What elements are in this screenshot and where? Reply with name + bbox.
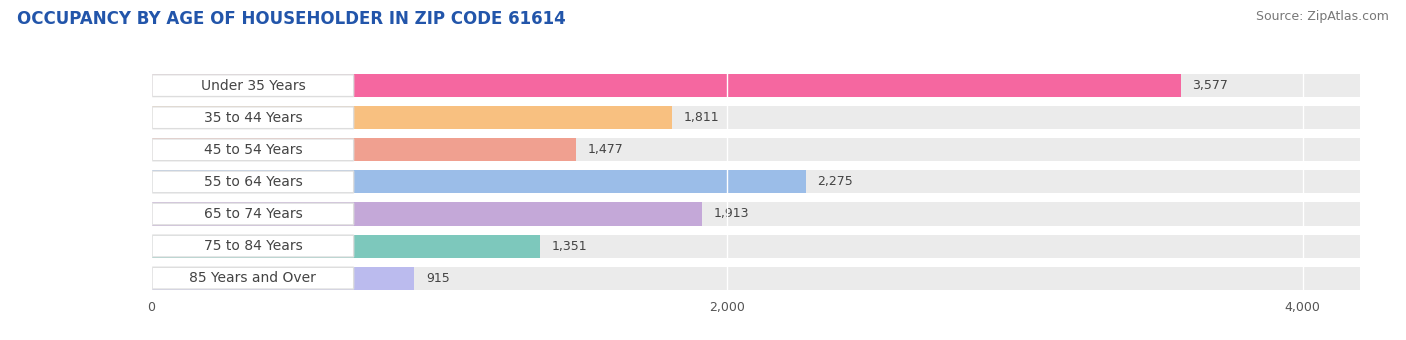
- Bar: [150, 106, 1361, 129]
- Text: Source: ZipAtlas.com: Source: ZipAtlas.com: [1256, 10, 1389, 23]
- Text: OCCUPANCY BY AGE OF HOUSEHOLDER IN ZIP CODE 61614: OCCUPANCY BY AGE OF HOUSEHOLDER IN ZIP C…: [17, 10, 565, 28]
- FancyBboxPatch shape: [152, 139, 354, 161]
- Text: 35 to 44 Years: 35 to 44 Years: [204, 111, 302, 125]
- Bar: [150, 74, 1361, 97]
- Bar: [150, 74, 1181, 97]
- FancyBboxPatch shape: [152, 107, 354, 129]
- Bar: [150, 170, 1361, 193]
- FancyBboxPatch shape: [152, 171, 354, 193]
- Text: 915: 915: [426, 272, 450, 285]
- Bar: [150, 138, 1361, 162]
- Text: Under 35 Years: Under 35 Years: [201, 79, 305, 92]
- Bar: [150, 267, 415, 290]
- Text: 55 to 64 Years: 55 to 64 Years: [204, 175, 302, 189]
- Bar: [150, 170, 806, 193]
- Text: 1,351: 1,351: [551, 240, 588, 253]
- Text: 1,811: 1,811: [683, 111, 720, 124]
- Text: 3,577: 3,577: [1192, 79, 1229, 92]
- Bar: [150, 235, 540, 258]
- Text: 45 to 54 Years: 45 to 54 Years: [204, 143, 302, 157]
- Text: 1,913: 1,913: [713, 207, 749, 220]
- Text: 85 Years and Over: 85 Years and Over: [190, 271, 316, 285]
- Bar: [150, 235, 1361, 258]
- Bar: [150, 202, 702, 225]
- Bar: [150, 106, 672, 129]
- FancyBboxPatch shape: [152, 267, 354, 289]
- FancyBboxPatch shape: [152, 203, 354, 225]
- Text: 75 to 84 Years: 75 to 84 Years: [204, 239, 302, 253]
- Bar: [150, 267, 1361, 290]
- FancyBboxPatch shape: [152, 75, 354, 97]
- FancyBboxPatch shape: [152, 235, 354, 257]
- Bar: [150, 138, 576, 162]
- Text: 1,477: 1,477: [588, 143, 623, 156]
- Text: 2,275: 2,275: [817, 175, 853, 188]
- Text: 65 to 74 Years: 65 to 74 Years: [204, 207, 302, 221]
- Bar: [150, 202, 1361, 225]
